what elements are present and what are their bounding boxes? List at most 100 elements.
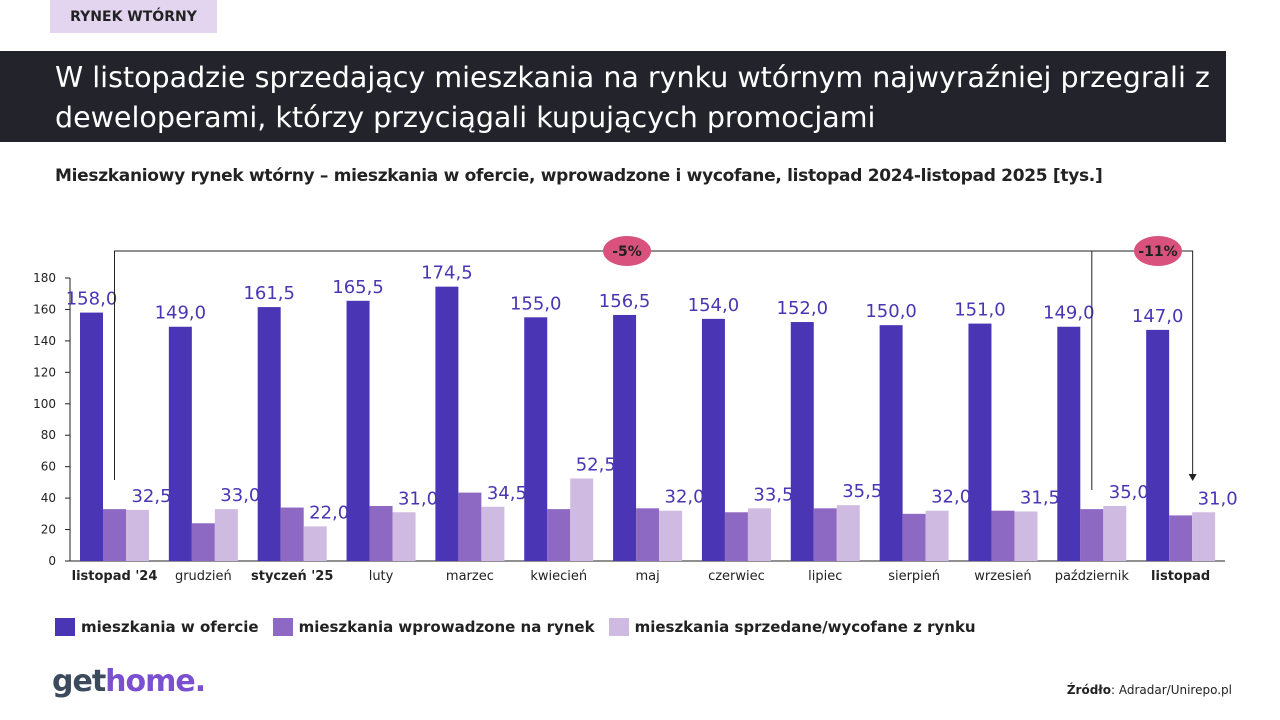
data-label: 34,5	[487, 483, 527, 504]
bar-2	[458, 492, 482, 561]
annotation-line	[114, 250, 1116, 480]
source-note: Źródło: Adradar/Unirepo.pl	[1066, 683, 1232, 697]
data-label: 22,0	[309, 502, 349, 523]
bar-2	[636, 508, 660, 561]
bar-2	[547, 509, 571, 561]
data-label: 52,5	[576, 454, 616, 475]
legend-item: mieszkania w ofercie	[55, 618, 259, 636]
data-label: 158,0	[66, 289, 118, 310]
bar-3	[303, 526, 327, 561]
bar-2	[724, 512, 748, 561]
data-label: 32,0	[665, 487, 705, 508]
x-tick-label: wrzesień	[974, 569, 1031, 584]
annotation-label: -11%	[1138, 244, 1177, 260]
bar-2	[280, 507, 304, 561]
x-tick-label: kwiecień	[530, 569, 587, 584]
data-label: 150,0	[865, 301, 917, 322]
bar-3	[126, 509, 149, 561]
bar-1	[1057, 326, 1081, 561]
bar-1	[435, 286, 459, 561]
bar-3	[570, 478, 594, 561]
section-tag: RYNEK WTÓRNY	[50, 0, 217, 33]
bar-1	[257, 307, 281, 561]
annotation-badge	[1134, 236, 1182, 266]
data-label: 154,0	[688, 295, 740, 316]
bar-1	[346, 300, 370, 561]
data-label: 32,0	[931, 487, 971, 508]
data-label: 31,0	[398, 488, 438, 509]
x-tick-label: marzec	[446, 569, 494, 584]
bar-3	[747, 508, 771, 561]
y-tick-label: 20	[41, 523, 56, 537]
data-label: 155,0	[510, 293, 562, 314]
data-label: 147,0	[1132, 306, 1184, 327]
data-label: 31,0	[1198, 488, 1238, 509]
data-label: 165,5	[332, 277, 384, 298]
bar-2	[1169, 515, 1193, 561]
annotation-line	[1091, 250, 1194, 490]
x-tick-label: luty	[369, 569, 394, 584]
legend-label: mieszkania wprowadzone na rynek	[298, 618, 595, 636]
bar-3	[481, 506, 505, 561]
legend-swatch	[272, 618, 293, 636]
x-tick-label: październik	[1055, 569, 1130, 584]
bar-1	[968, 323, 992, 561]
x-tick-label: styczeń '25	[251, 569, 333, 584]
data-label: 156,5	[599, 291, 651, 312]
bar-1	[613, 314, 637, 561]
y-tick-label: 160	[33, 302, 56, 316]
data-label: 152,0	[777, 298, 829, 319]
bar-1	[80, 312, 103, 561]
y-tick-label: 0	[48, 554, 56, 568]
bar-3	[925, 510, 949, 561]
data-label: 35,5	[842, 481, 882, 502]
bar-2	[103, 509, 126, 561]
y-tick-label: 60	[41, 460, 56, 474]
data-label: 31,5	[1020, 487, 1060, 508]
bar-1	[168, 326, 192, 561]
y-tick-label: 120	[33, 365, 56, 379]
bar-2	[1080, 509, 1104, 561]
arrow-head-icon	[1188, 474, 1197, 481]
bar-1	[1146, 329, 1170, 561]
data-label: 174,5	[421, 263, 473, 284]
legend-label: mieszkania sprzedane/wycofane z rynku	[634, 618, 976, 636]
bar-1	[879, 325, 903, 561]
legend: mieszkania w ofercie mieszkania wprowadz…	[55, 618, 976, 636]
x-tick-label: sierpień	[888, 569, 940, 584]
x-tick-label: grudzień	[175, 569, 232, 584]
x-tick-label: maj	[635, 569, 659, 584]
legend-label: mieszkania w ofercie	[81, 618, 259, 636]
headline: W listopadzie sprzedający mieszkania na …	[0, 51, 1226, 142]
legend-item: mieszkania sprzedane/wycofane z rynku	[608, 618, 976, 636]
bar-3	[1192, 512, 1216, 561]
y-tick-label: 40	[41, 491, 56, 505]
bar-2	[191, 523, 215, 561]
bar-3	[214, 509, 238, 561]
bar-3	[659, 510, 683, 561]
bar-3	[1014, 511, 1038, 561]
bar-3	[392, 512, 416, 561]
x-tick-label: listopad '24	[72, 569, 158, 584]
x-tick-label: lipiec	[808, 569, 842, 584]
legend-swatch	[55, 618, 75, 636]
bar-2	[991, 510, 1015, 561]
bar-3	[836, 505, 860, 561]
data-label: 161,5	[243, 283, 295, 304]
y-tick-label: 180	[33, 271, 56, 285]
data-label: 32,5	[131, 486, 171, 507]
gethome-logo: gethome.	[52, 664, 206, 699]
bar-3	[1103, 505, 1127, 561]
bar-2	[813, 508, 837, 561]
bar-1	[790, 322, 814, 561]
bar-2	[369, 505, 393, 561]
bar-2	[902, 513, 926, 561]
data-label: 149,0	[1043, 303, 1095, 324]
annotation-badge	[603, 236, 651, 266]
data-label: 35,0	[1109, 482, 1149, 503]
chart-title: Mieszkaniowy rynek wtórny – mieszkania w…	[55, 166, 1103, 186]
bar-1	[701, 318, 725, 561]
x-tick-label: czerwiec	[708, 569, 765, 584]
y-tick-label: 80	[41, 428, 56, 442]
annotation-label: -5%	[612, 244, 642, 260]
